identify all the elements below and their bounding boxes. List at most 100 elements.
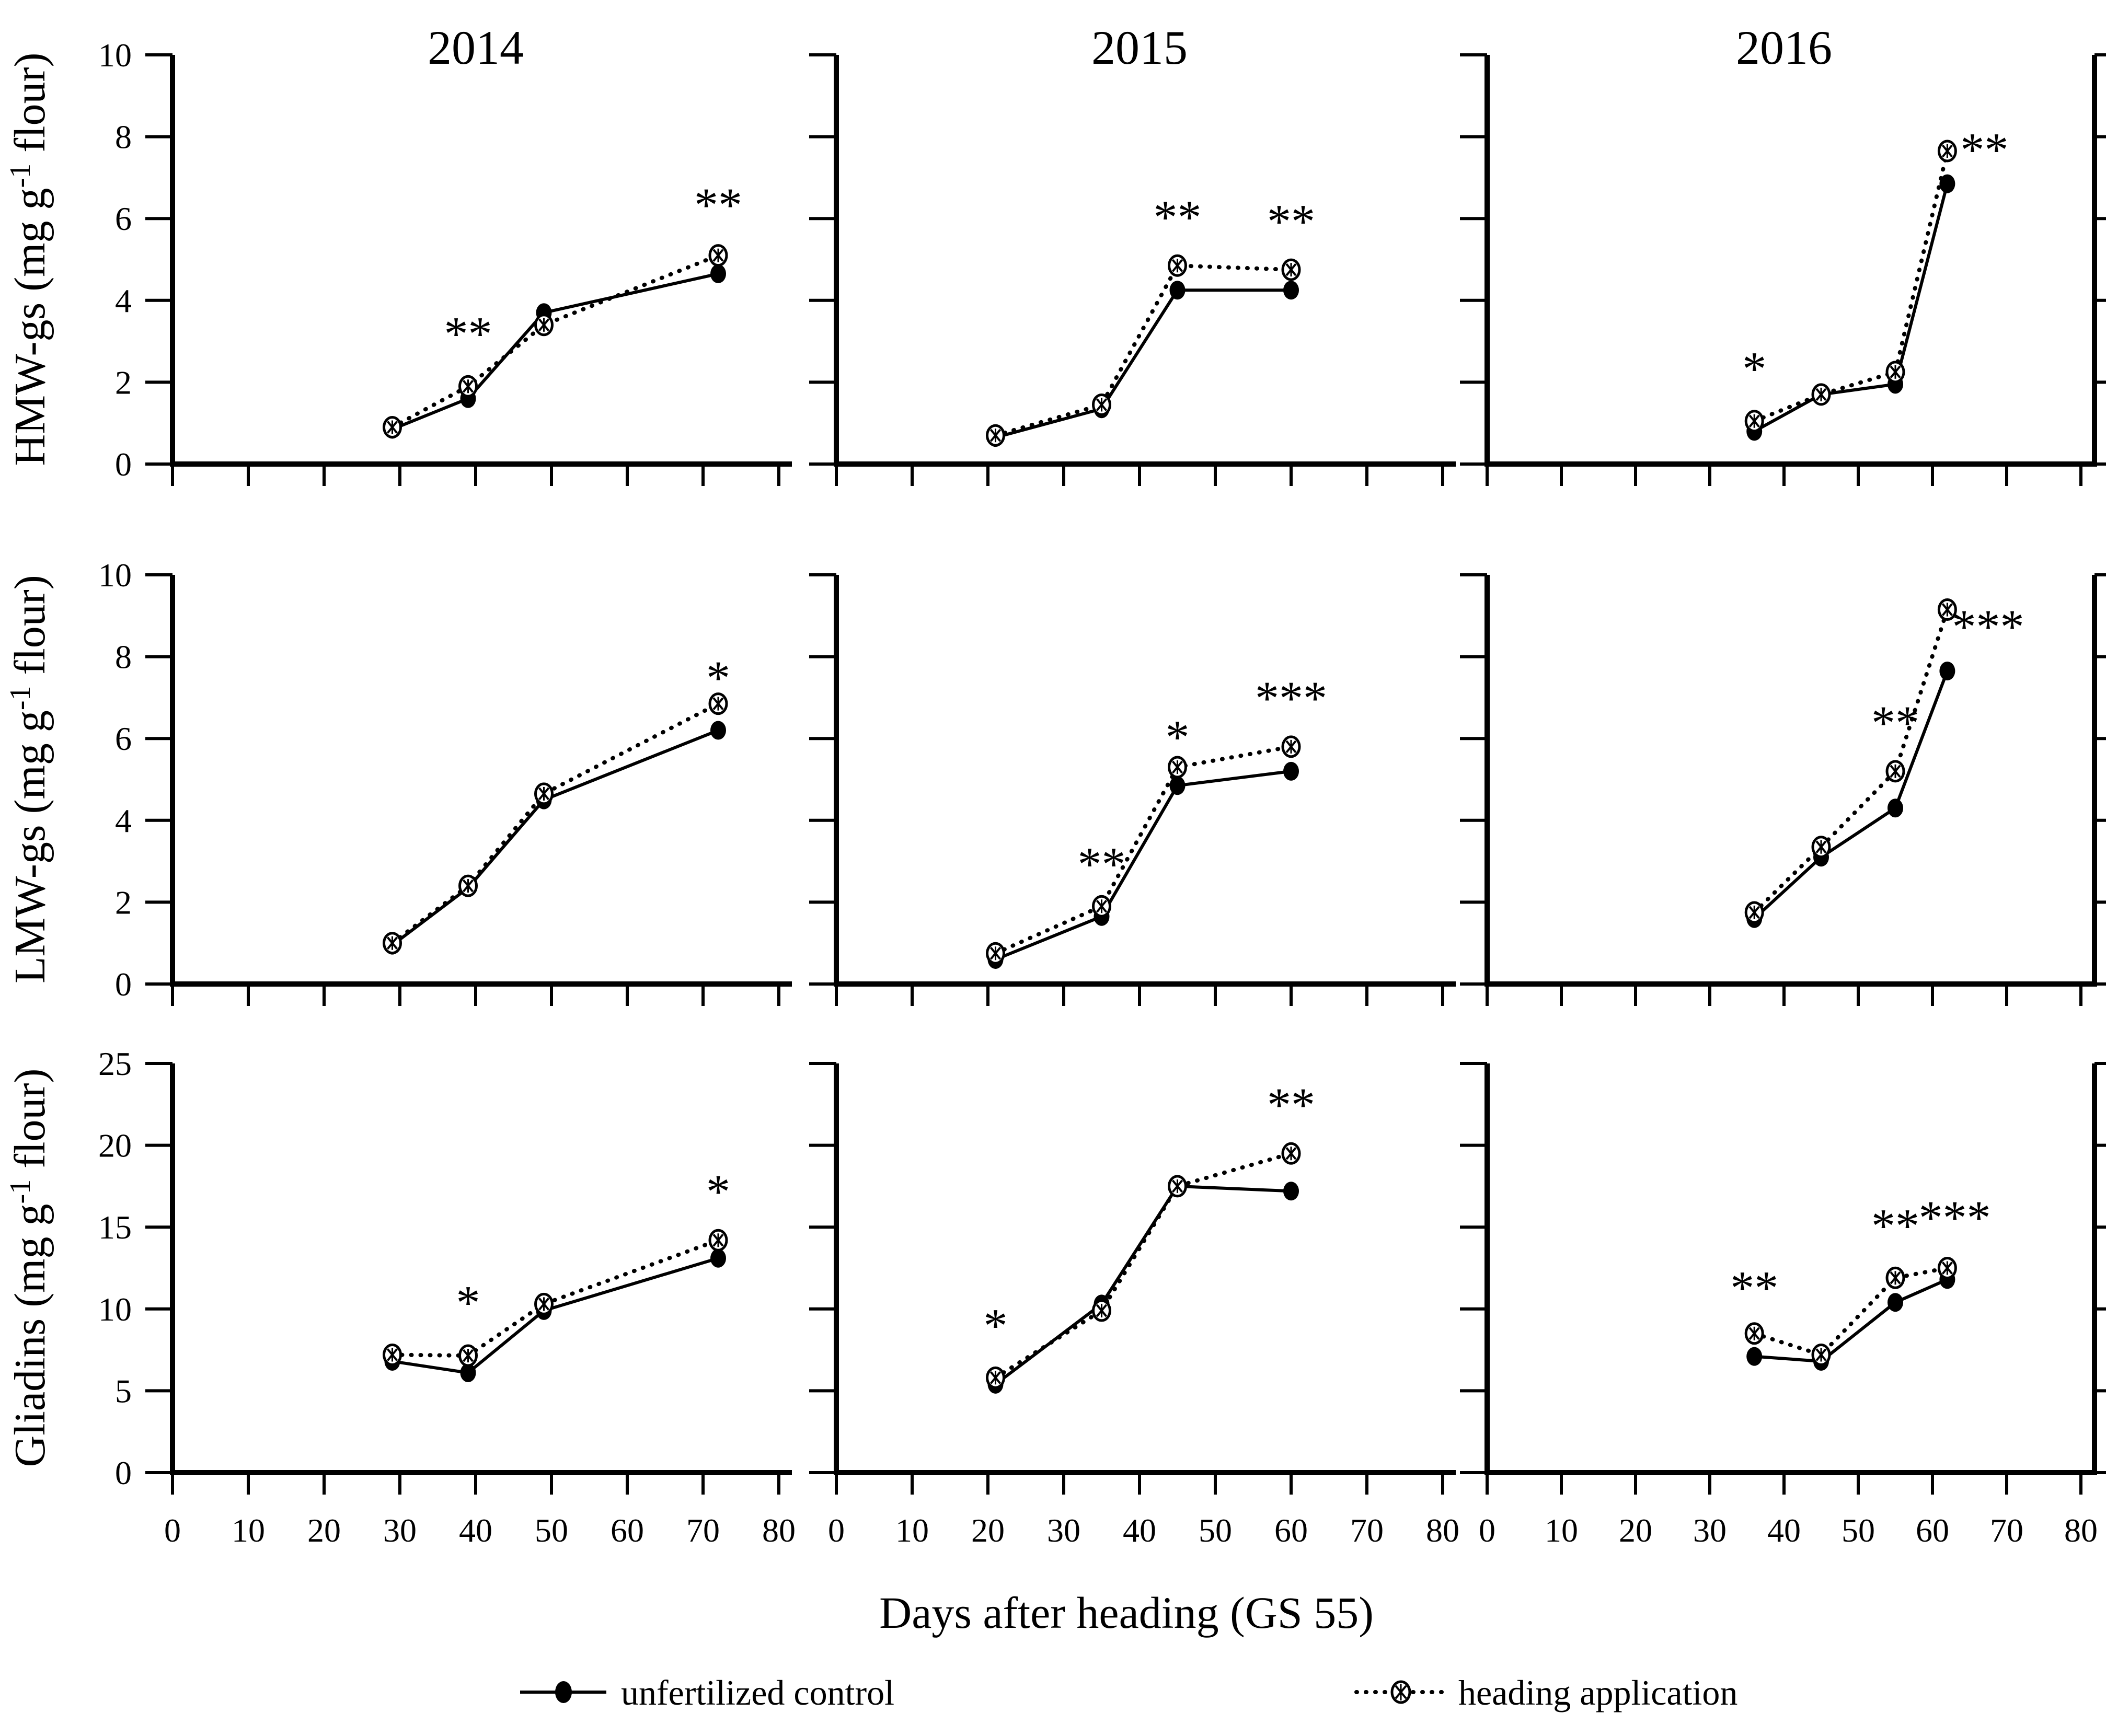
- legend-filled-circle-marker: [555, 1681, 572, 1703]
- legend-crosshatch-circle-marker: [1390, 1680, 1411, 1704]
- y-axis-label-lmw-gs: LMW-gs (mg g-1 flour): [4, 575, 54, 983]
- x-tick-label: 30: [1047, 1512, 1080, 1549]
- x-tick-label: 80: [2064, 1512, 2098, 1549]
- y-tick-label: 10: [98, 1291, 132, 1328]
- x-tick-label: 60: [611, 1512, 644, 1549]
- significance-marker: *: [1166, 711, 1190, 764]
- x-tick-label: 60: [1274, 1512, 1308, 1549]
- y-tick-label: 5: [115, 1372, 132, 1409]
- y-tick-label: 4: [115, 282, 132, 319]
- y-tick-label: 15: [98, 1209, 132, 1246]
- marker-crosshatch-circle: [1168, 1175, 1187, 1198]
- y-tick-label: 2: [115, 884, 132, 921]
- marker-crosshatch-circle: [1281, 258, 1301, 281]
- marker-crosshatch-circle: [986, 424, 1005, 447]
- marker-crosshatch-circle: [1092, 1299, 1111, 1322]
- x-tick-label: 30: [1693, 1512, 1727, 1549]
- marker-filled-circle: [1888, 1293, 1903, 1312]
- marker-crosshatch-circle: [1885, 760, 1905, 783]
- x-tick-label: 0: [164, 1512, 181, 1549]
- significance-marker: **: [1267, 194, 1315, 248]
- x-tick-label: 20: [1619, 1512, 1652, 1549]
- marker-crosshatch-circle: [1281, 1142, 1301, 1165]
- marker-filled-circle: [1169, 776, 1186, 795]
- marker-crosshatch-circle: [1811, 383, 1831, 406]
- column-title-2015: 2015: [1091, 21, 1188, 74]
- marker-filled-circle: [1939, 662, 1955, 681]
- marker-filled-circle: [1746, 1347, 1763, 1366]
- significance-marker: *: [984, 1299, 1008, 1352]
- significance-marker: *: [1742, 342, 1766, 395]
- y-tick-label: 10: [98, 37, 132, 74]
- marker-filled-circle: [710, 721, 726, 740]
- y-tick-label: 0: [115, 966, 132, 1003]
- series-line-heading-application: [993, 744, 1293, 956]
- x-tick-label: 0: [828, 1512, 845, 1549]
- series-line-heading-application: [1752, 1266, 1950, 1358]
- legend-item-heading-application: heading application: [1354, 1673, 1737, 1712]
- marker-crosshatch-circle: [383, 1343, 402, 1366]
- legend-label-heading-application: heading application: [1458, 1673, 1737, 1712]
- marker-crosshatch-circle: [986, 1366, 1005, 1389]
- marker-crosshatch-circle: [458, 375, 478, 398]
- significance-marker: ***: [1952, 600, 2024, 653]
- x-tick-label: 10: [232, 1512, 265, 1549]
- marker-filled-circle: [1283, 761, 1299, 781]
- y-tick-label: 20: [98, 1127, 132, 1164]
- significance-marker: **: [444, 307, 492, 361]
- marker-crosshatch-circle: [458, 1344, 478, 1367]
- marker-crosshatch-circle: [708, 692, 728, 715]
- marker-crosshatch-circle: [1885, 1266, 1905, 1289]
- column-title-2014: 2014: [428, 21, 524, 74]
- panel-lmw-gs-2014: 0 2 4 6 8 10 *: [98, 557, 792, 1006]
- significance-marker: **: [1960, 123, 2008, 176]
- marker-crosshatch-circle: [1937, 140, 1957, 163]
- series-line-heading-application: [390, 701, 720, 945]
- panel-hmw-gs-2015: ** **: [809, 53, 1456, 486]
- x-tick-label: 70: [686, 1512, 720, 1549]
- x-tick-label: 50: [535, 1512, 568, 1549]
- marker-crosshatch-circle: [1811, 836, 1831, 859]
- legend-label-unfertilized-control: unfertilized control: [621, 1673, 894, 1712]
- series-line-unfertilized-control: [995, 288, 1291, 439]
- series-line-unfertilized-control: [392, 1256, 719, 1375]
- significance-marker: **: [1730, 1262, 1778, 1315]
- y-tick-label: 2: [115, 364, 132, 401]
- series-line-heading-application: [993, 1151, 1293, 1380]
- series-line-unfertilized-control: [995, 769, 1292, 961]
- marker-crosshatch-circle: [1092, 393, 1111, 416]
- x-tick-label: 20: [307, 1512, 341, 1549]
- marker-crosshatch-circle: [1744, 1322, 1764, 1345]
- significance-marker: **: [1871, 696, 1919, 749]
- x-tick-label: 10: [895, 1512, 929, 1549]
- series-line-heading-application: [390, 1238, 720, 1358]
- x-tick-label: 40: [459, 1512, 492, 1549]
- significance-marker: **: [1154, 191, 1202, 244]
- legend: unfertilized control heading application: [520, 1673, 1737, 1712]
- y-tick-label: 8: [115, 639, 132, 676]
- marker-crosshatch-circle: [1168, 254, 1187, 277]
- significance-marker: **: [1267, 1078, 1315, 1131]
- x-tick-label: 30: [383, 1512, 417, 1549]
- marker-crosshatch-circle: [708, 244, 728, 267]
- y-axis-label-hmw-gs: HMW-gs (mg g-1 flour): [4, 53, 54, 466]
- y-tick-label: 6: [115, 200, 132, 237]
- column-title-2016: 2016: [1736, 21, 1832, 74]
- significance-marker: **: [1871, 1199, 1919, 1253]
- significance-marker: ***: [1255, 672, 1327, 725]
- series-line-unfertilized-control: [1754, 1278, 1948, 1363]
- marker-filled-circle: [460, 1363, 476, 1382]
- marker-crosshatch-circle: [708, 1229, 728, 1252]
- panel-hmw-gs-2014: 0 2 4 6 8 10 ** **: [98, 37, 792, 486]
- marker-filled-circle: [1283, 281, 1299, 300]
- series-line-unfertilized-control: [391, 728, 719, 947]
- marker-crosshatch-circle: [1744, 901, 1764, 924]
- y-tick-label: 0: [115, 1454, 132, 1491]
- series-line-heading-application: [1752, 149, 1950, 423]
- marker-crosshatch-circle: [1811, 1343, 1831, 1366]
- series-line-unfertilized-control: [994, 1184, 1292, 1386]
- marker-crosshatch-circle: [383, 932, 402, 955]
- x-tick-label: 0: [1479, 1512, 1495, 1549]
